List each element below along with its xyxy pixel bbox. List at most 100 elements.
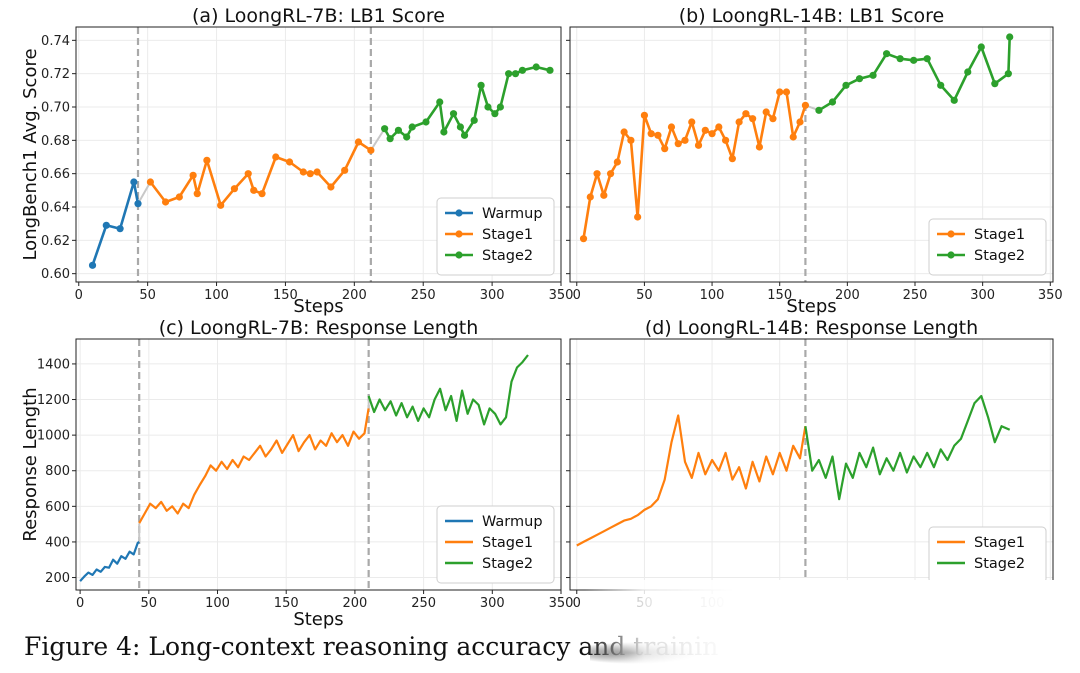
legend-marker [947,251,955,259]
data-point-stage1 [721,136,730,144]
data-point-stage2 [855,75,864,83]
series-line-stage1 [138,408,370,524]
data-point-stage1 [354,138,363,146]
data-point-stage1 [613,158,621,166]
data-point-stage2 [964,68,972,76]
data-point-stage1 [647,130,655,138]
panel-title: (d) LoongRL-14B: Response Length [645,317,978,339]
data-point-stage1 [681,136,689,144]
y-tick-label: 0.72 [41,67,70,82]
data-point-stage2 [460,131,469,139]
series-line-stage1 [582,90,807,239]
data-point-stage2 [511,70,520,78]
data-point-stage1 [313,168,321,176]
y-tick-label: 400 [45,535,70,550]
data-point-stage1 [640,111,649,119]
data-point-warmup [116,225,124,233]
y-tick-label: 0.60 [41,267,70,282]
series-line-warmup [91,180,140,266]
data-point-warmup [134,200,142,208]
caption-fade-overlay [585,580,1080,673]
x-tick-label: 300 [480,288,505,303]
data-point-stage1 [579,235,588,243]
y-tick-label: 0.62 [41,234,70,249]
x-tick-label: 0 [75,288,83,303]
data-point-stage1 [661,145,669,153]
data-point-stage1 [606,170,615,178]
data-point-stage1 [586,193,594,201]
panel-title: (b) LoongRL-14B: LB1 Score [679,5,944,27]
y-tick-label: 0.66 [41,167,70,182]
x-tick-label: 350 [1038,288,1063,303]
data-point-stage2 [1004,70,1012,78]
data-point-stage2 [950,96,958,104]
x-tick-label: 150 [273,288,298,303]
data-point-stage2 [842,81,850,89]
series-line-stage2 [818,36,1011,112]
data-point-stage2 [937,81,945,89]
data-point-stage1 [654,131,662,139]
y-tick-label: 0.64 [41,201,70,216]
data-point-stage1 [327,183,335,191]
legend-label: Stage1 [974,535,1025,551]
legend-marker [947,230,955,238]
data-point-stage1 [161,198,170,206]
data-point-stage2 [394,126,403,134]
data-point-stage2 [977,43,985,51]
data-point-stage1 [776,88,784,96]
data-point-stage2 [408,123,416,131]
y-tick-label: 800 [45,464,70,479]
legend-label: Stage2 [974,248,1025,264]
x-tick-label: 300 [480,596,505,611]
x-axis-label: Steps [786,296,836,317]
x-tick-label: 100 [205,596,230,611]
data-point-stage1 [306,170,314,178]
legend-label: Stage1 [482,535,533,551]
data-point-stage1 [244,170,252,178]
x-tick-label: 0 [573,596,581,611]
x-tick-label: 350 [549,288,574,303]
panel-title: (a) LoongRL-7B: LB1 Score [192,5,445,27]
data-point-stage2 [923,55,931,63]
data-point-stage2 [991,80,999,88]
transition-connector [370,128,386,151]
x-tick-label: 100 [700,288,725,303]
panel-b: 0 50 100 150 200 250 300 350 (b) LoongRL-14B: LB… [566,5,1063,317]
data-point-stage1 [789,133,797,141]
y-tick-label: 0.70 [41,101,70,116]
data-point-stage1 [250,186,258,194]
data-point-warmup [88,261,97,269]
data-point-stage1 [258,190,266,198]
series-line-warmup [79,540,140,582]
y-tick-label: 200 [45,571,70,586]
data-point-stage1 [193,190,201,198]
data-point-stage1 [667,123,676,131]
data-point-stage2 [869,71,877,79]
data-point-stage2 [440,128,448,136]
data-point-stage1 [728,155,736,163]
x-tick-label: 0 [573,288,581,303]
data-point-stage2 [491,110,499,118]
y-axis-label: LongBench1 Avg. Score [20,48,41,260]
legend-label: Warmup [482,514,543,530]
data-point-stage1 [762,108,770,116]
y-tick-label: 1400 [37,357,70,372]
x-tick-label: 300 [970,288,995,303]
data-point-stage1 [749,115,757,123]
panel-c: 0 50 100 150 200 250 300 350 200 400 600 800 1000 120… [20,317,573,630]
data-point-stage2 [882,50,891,58]
data-point-stage1 [299,168,307,176]
x-tick-label: 200 [835,288,860,303]
legend-label: Stage2 [974,556,1025,572]
data-point-stage2 [828,98,837,106]
y-tick-label: 1000 [37,429,70,444]
data-point-stage1 [272,153,280,161]
legend-label: Stage2 [482,556,533,572]
panel-a: 0 50 100 150 200 250 300 350 0.60 0.62 0.64 0.66 0.6… [20,5,573,317]
data-point-stage2 [546,66,554,74]
data-point-stage2 [381,125,389,133]
axes-frame [75,338,562,591]
x-axis-label: Steps [293,296,343,317]
x-tick-label: 250 [903,288,928,303]
